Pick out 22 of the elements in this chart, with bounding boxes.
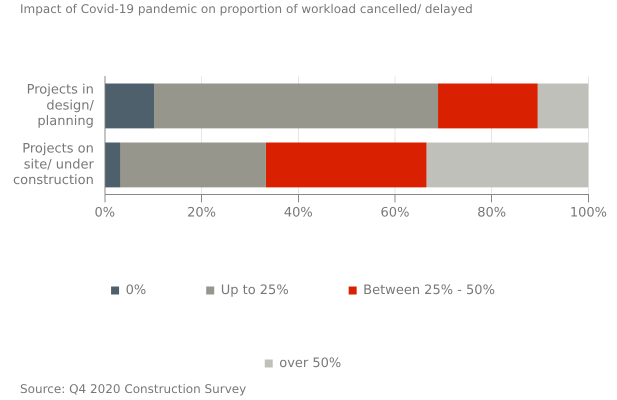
x-tick-label: 60% <box>380 206 410 221</box>
y-tick-label: Projects on site/ under construction <box>13 142 94 188</box>
bar <box>120 142 266 188</box>
source-note: Source: Q4 2020 Construction Survey <box>20 382 246 396</box>
x-tick-label: 40% <box>284 206 313 221</box>
bar <box>105 142 120 188</box>
bar <box>154 83 438 128</box>
bar <box>538 83 588 128</box>
x-tick-label: 80% <box>477 206 506 221</box>
legend-label: Up to 25% <box>220 282 289 298</box>
y-tick-label: Projects in design/ planning <box>26 82 94 129</box>
x-tick-label: 100% <box>570 206 608 221</box>
legend-label: over 50% <box>279 356 342 371</box>
legend-label: 0% <box>126 282 146 298</box>
legend-label: Between 25% - 50% <box>363 282 495 298</box>
x-tick-label: 0% <box>94 206 116 221</box>
chart-title: Impact of Covid-19 pandemic on proportion of workload cancelled/ delayed <box>20 2 474 17</box>
x-tick-label: 20% <box>187 206 216 221</box>
bar <box>105 83 154 128</box>
bar <box>266 142 426 188</box>
bar <box>438 83 538 128</box>
bar <box>426 142 588 188</box>
